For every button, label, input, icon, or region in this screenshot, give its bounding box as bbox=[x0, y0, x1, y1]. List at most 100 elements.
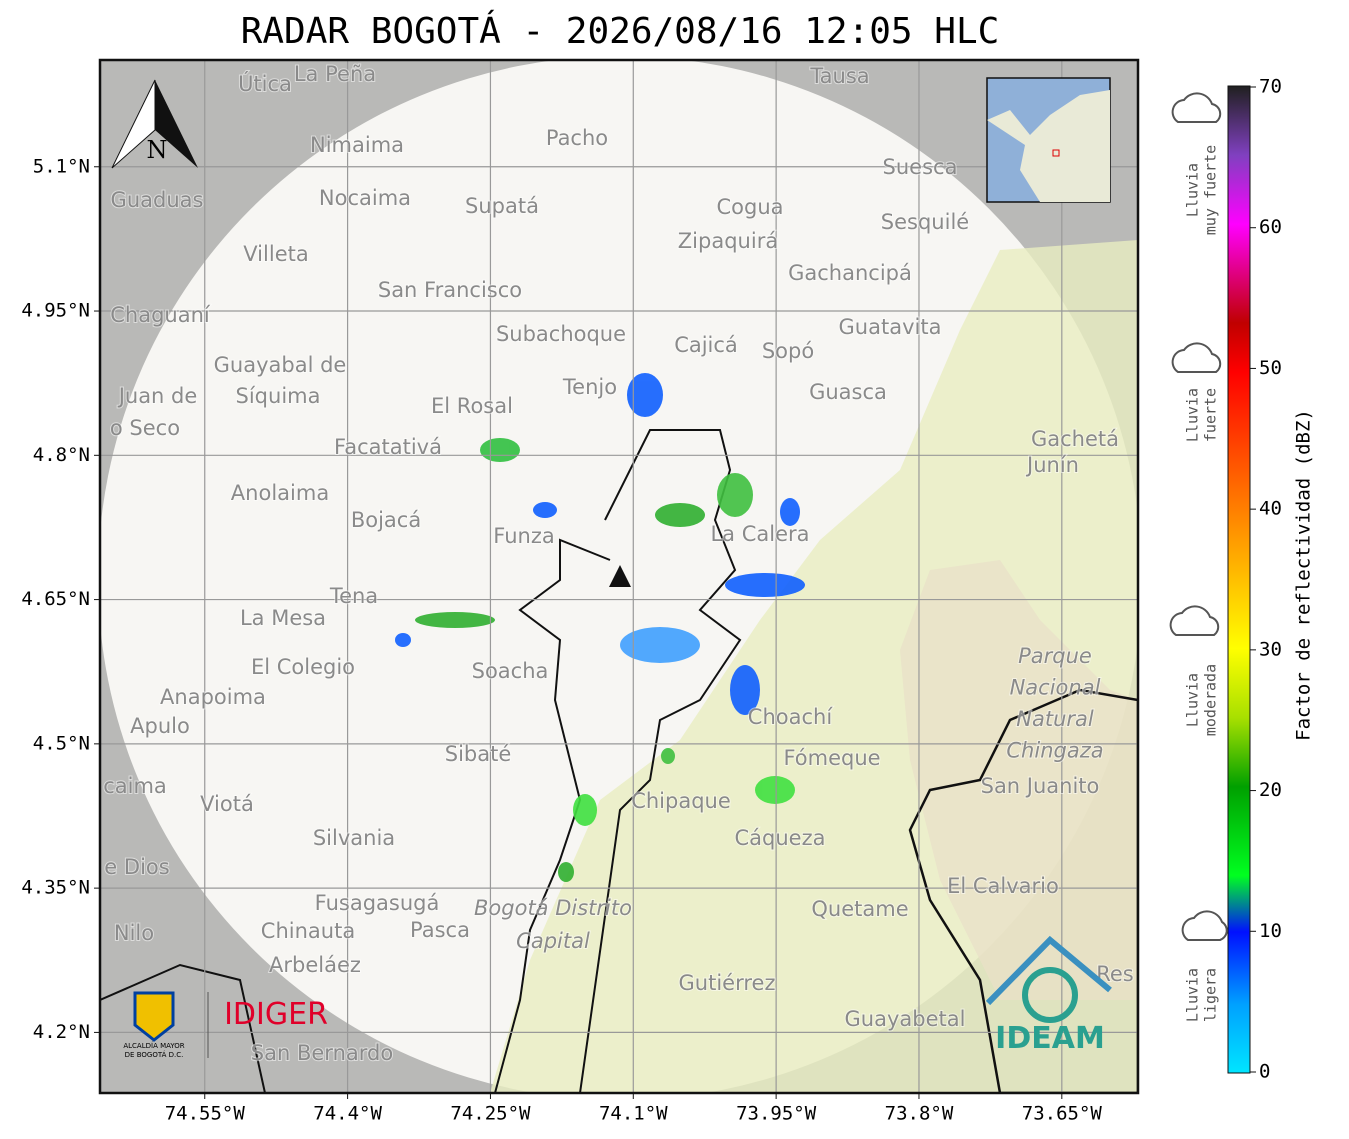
place-label: Nilo bbox=[114, 921, 154, 945]
place-label: e Dios bbox=[104, 855, 169, 879]
colorbar-tick-label: 40 bbox=[1259, 498, 1282, 520]
place-label: Silvania bbox=[313, 826, 395, 850]
grid bbox=[100, 60, 1138, 1093]
district-label: Capital bbox=[516, 929, 590, 953]
place-label: Anapoima bbox=[160, 685, 266, 709]
x-tick-label: 74.1°W bbox=[599, 1103, 668, 1125]
x-tick-label: 74.4°W bbox=[313, 1103, 382, 1125]
rain-class-label: Lluvia bbox=[1184, 673, 1202, 727]
x-tick-label: 74.25°W bbox=[450, 1103, 531, 1125]
place-label: Fusagasugá bbox=[315, 891, 440, 915]
place-label: Gachancipá bbox=[788, 261, 912, 285]
place-label: Cajicá bbox=[674, 333, 738, 357]
place-label: Guaduas bbox=[111, 188, 204, 212]
place-label: Guayabetal bbox=[845, 1007, 966, 1031]
place-label: Villeta bbox=[243, 242, 308, 266]
place-label: El Rosal bbox=[431, 394, 513, 418]
y-tick-label: 4.65°N bbox=[21, 588, 90, 610]
map: Útica La Peña Tausa Pacho Nimaima Guaduas Noca… bbox=[100, 60, 1138, 1093]
rain-class-label: moderada bbox=[1202, 664, 1220, 736]
x-tick-label: 73.8°W bbox=[885, 1103, 954, 1125]
place-label: Chipaque bbox=[631, 789, 731, 813]
place-label: o Seco bbox=[110, 416, 180, 440]
colorbar bbox=[1227, 85, 1251, 1074]
place-label: Gachetá bbox=[1031, 427, 1119, 451]
y-tick-label: 4.35°N bbox=[21, 877, 90, 899]
rain-class-label: ligera bbox=[1202, 968, 1220, 1022]
place-label: Arbeláez bbox=[269, 953, 361, 977]
y-tick-label: 4.5°N bbox=[33, 732, 90, 754]
place-label: Viotá bbox=[200, 792, 254, 816]
place-label: Pasca bbox=[410, 918, 470, 942]
place-label: Chaguaní bbox=[110, 303, 211, 327]
place-label: La Peña bbox=[294, 62, 376, 86]
place-label: Sopó bbox=[762, 339, 814, 363]
map-frame bbox=[98, 58, 1140, 1095]
place-label: Síquima bbox=[236, 384, 321, 408]
colorbar-tick-label: 20 bbox=[1259, 779, 1282, 801]
colorbar-tick-label: 60 bbox=[1259, 216, 1282, 238]
place-label: Guatavita bbox=[839, 315, 942, 339]
place-label: Bojacá bbox=[351, 508, 421, 532]
y-tick-label: 4.8°N bbox=[33, 444, 90, 466]
place-label: Nimaima bbox=[310, 133, 404, 157]
x-tick-label: 73.95°W bbox=[736, 1103, 817, 1125]
place-label: El Calvario bbox=[947, 874, 1059, 898]
place-label: Sibaté bbox=[445, 742, 512, 766]
place-label: Zipaquirá bbox=[678, 229, 778, 253]
place-label: Facatativá bbox=[334, 435, 442, 459]
place-label: Cáqueza bbox=[735, 826, 826, 850]
x-tick-label: 74.55°W bbox=[165, 1103, 246, 1125]
place-label: Sesquilé bbox=[881, 210, 969, 234]
place-label: Anolaima bbox=[231, 481, 329, 505]
place-label: caima bbox=[103, 774, 167, 798]
y-tick-label: 5.1°N bbox=[33, 155, 90, 177]
ideam-roof bbox=[985, 935, 1112, 1006]
alcaldia-line: ALCALDÍA MAYOR bbox=[123, 1041, 184, 1050]
rain-icons bbox=[1169, 92, 1228, 941]
place-label: Supatá bbox=[465, 194, 539, 218]
park-area bbox=[900, 560, 1138, 1000]
park-label: Chingaza bbox=[1006, 739, 1103, 763]
alcaldia-logo: ALCALDÍA MAYOR DE BOGOTÁ D.C. bbox=[123, 1041, 184, 1059]
place-label: Funza bbox=[493, 524, 554, 548]
colorbar-tick-label: 30 bbox=[1259, 638, 1282, 660]
place-label: Apulo bbox=[130, 714, 190, 738]
colorbar-tick-label: 10 bbox=[1259, 920, 1282, 942]
colorbar-tick-label: 0 bbox=[1259, 1061, 1270, 1083]
place-label: Suesca bbox=[883, 155, 958, 179]
place-label: Fómeque bbox=[783, 746, 880, 770]
north-arrow bbox=[155, 80, 198, 168]
place-label: Gutiérrez bbox=[679, 971, 776, 995]
place-label: Tenjo bbox=[562, 375, 617, 399]
place-label: Tausa bbox=[809, 64, 869, 88]
y-tick-label: 4.2°N bbox=[33, 1021, 90, 1043]
place-label: Subachoque bbox=[496, 322, 626, 346]
place-label: Guayabal de bbox=[214, 353, 347, 377]
place-label: Juan de bbox=[117, 384, 198, 408]
radar-site bbox=[609, 565, 631, 587]
place-label: La Mesa bbox=[240, 606, 326, 630]
colorbar-tick-label: 70 bbox=[1259, 76, 1282, 98]
inset-land bbox=[987, 90, 1110, 202]
place-label: Choachí bbox=[748, 705, 834, 729]
inset-marker bbox=[1052, 149, 1060, 157]
park-label: Nacional bbox=[1010, 676, 1101, 700]
y-tick-label: 4.95°N bbox=[21, 300, 90, 322]
alcaldia-line: DE BOGOTÁ D.C. bbox=[125, 1050, 184, 1059]
rain-class-label: muy fuerte bbox=[1202, 145, 1220, 235]
place-label: Tena bbox=[329, 584, 378, 608]
places: Útica La Peña Tausa Pacho Nimaima Guaduas Noca… bbox=[102, 61, 1135, 1066]
x-tick-label: 73.65°W bbox=[1022, 1103, 1103, 1125]
place-label: La Calera bbox=[710, 522, 809, 546]
rain-class-label: Lluvia bbox=[1184, 388, 1202, 442]
place-label: San Juanito bbox=[981, 774, 1100, 798]
place-label: Útica bbox=[238, 71, 292, 96]
place-label: Nocaima bbox=[319, 186, 411, 210]
district-label: Bogotá Distrito bbox=[474, 896, 632, 920]
colorbar-label: Factor de reflectividad (dBZ) bbox=[1293, 409, 1315, 741]
place-label: Cogua bbox=[716, 195, 783, 219]
idiger-logo: IDIGER bbox=[224, 997, 328, 1032]
park-label: Natural bbox=[1016, 707, 1094, 731]
